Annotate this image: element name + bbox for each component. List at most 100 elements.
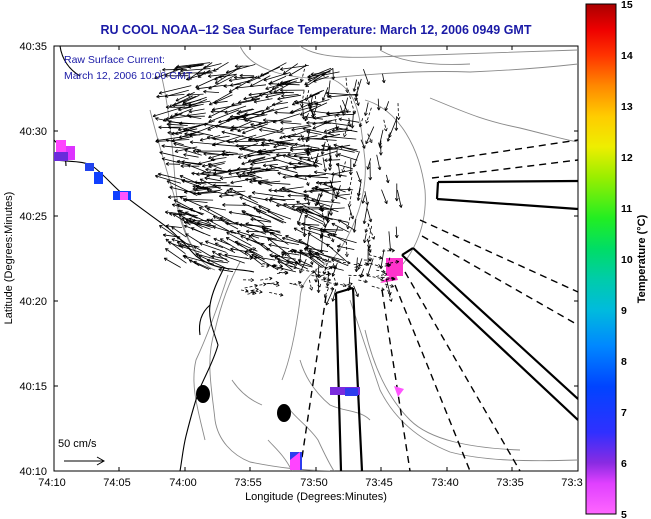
current-vector-head — [238, 100, 242, 103]
current-vector — [261, 225, 281, 234]
current-vector — [195, 185, 212, 191]
current-vector — [313, 76, 329, 82]
current-vector-head — [239, 196, 243, 200]
current-vector-head — [280, 80, 283, 84]
current-vector-head — [243, 157, 248, 159]
current-vector — [171, 226, 187, 238]
current-vector-head — [395, 260, 400, 262]
current-vector-head — [308, 105, 311, 110]
current-vector — [293, 250, 325, 260]
current-vector-head — [180, 164, 184, 167]
current-vector — [219, 174, 253, 179]
current-vector — [316, 181, 337, 184]
current-vector-head — [203, 153, 207, 156]
current-vector — [289, 266, 297, 269]
current-vector-head — [173, 199, 177, 203]
current-vector — [298, 239, 325, 255]
current-vector — [285, 235, 309, 246]
current-vector — [163, 234, 181, 238]
scale-arrow — [64, 456, 106, 466]
current-vector-head — [178, 107, 181, 111]
current-vector — [337, 245, 355, 250]
current-vector — [152, 106, 185, 117]
current-vector-head — [306, 202, 310, 206]
current-vector — [335, 113, 355, 116]
current-vector — [320, 266, 332, 269]
x-tick-label: 74:10 — [38, 477, 66, 489]
current-vector — [194, 181, 227, 184]
x-axis-ticks: 74:10 74:05 74:00 73:55 73:50 73:45 73:4… — [38, 46, 583, 489]
current-vector — [229, 230, 247, 237]
current-vector-head — [382, 269, 386, 273]
current-vector — [184, 198, 214, 201]
current-vector-head — [174, 65, 178, 69]
current-vector-head — [165, 163, 169, 166]
current-vector-head — [315, 182, 320, 185]
current-vector — [282, 154, 313, 166]
current-vector-head — [252, 291, 255, 295]
current-vector-head — [297, 162, 301, 166]
current-vector-head — [277, 98, 281, 101]
current-vector — [258, 205, 284, 221]
current-vector-head — [235, 87, 239, 90]
current-vector-head — [165, 118, 169, 121]
current-vector — [332, 187, 334, 203]
current-vector-head — [276, 205, 280, 208]
current-vector-head — [169, 104, 172, 108]
current-vector-head — [326, 218, 330, 222]
current-vector-head — [219, 216, 223, 219]
current-vector — [188, 99, 208, 107]
current-vector-head — [263, 230, 267, 234]
current-vector-head — [324, 260, 328, 263]
current-vector — [382, 250, 395, 252]
current-vector-head — [178, 73, 182, 76]
current-vector — [242, 108, 270, 118]
current-vector-head — [192, 188, 196, 191]
current-vector — [324, 135, 357, 140]
current-vector-head — [394, 198, 398, 202]
current-vector — [174, 146, 198, 152]
current-vector-head — [240, 114, 244, 118]
current-vector-head — [259, 289, 263, 293]
current-vector-head — [249, 170, 253, 173]
current-vector — [218, 253, 245, 264]
current-vector — [193, 246, 215, 259]
current-vector-head — [333, 266, 337, 270]
current-vector-head — [369, 244, 371, 249]
current-vector-head — [304, 247, 308, 250]
current-vector-head — [162, 234, 166, 238]
current-vector-head — [212, 109, 216, 112]
surface-current-vectors — [152, 61, 403, 306]
current-vector-head — [285, 235, 288, 239]
current-vector-head — [208, 163, 212, 165]
current-vector-head — [303, 198, 307, 201]
current-vector-head — [310, 115, 314, 118]
current-vector — [300, 102, 328, 116]
current-vector — [380, 277, 395, 282]
current-vector — [365, 107, 372, 124]
current-vector-head — [295, 208, 299, 212]
current-vector-head — [226, 72, 230, 74]
current-vector — [301, 269, 316, 273]
current-vector-head — [184, 149, 188, 151]
current-vector — [254, 256, 276, 261]
current-vector — [312, 120, 333, 130]
current-vector-head — [236, 172, 240, 174]
current-vector-head — [363, 239, 365, 243]
current-vector-head — [300, 78, 302, 83]
current-vector-head — [325, 258, 328, 262]
current-vector — [251, 234, 277, 240]
current-vector-head — [161, 145, 165, 148]
current-vector-head — [192, 185, 196, 189]
current-vector — [261, 106, 289, 114]
current-vector-head — [396, 116, 399, 120]
current-vector-head — [207, 74, 212, 77]
current-vector — [252, 192, 285, 198]
current-vector-head — [297, 221, 301, 225]
current-vector — [214, 125, 240, 131]
current-vector — [241, 210, 265, 226]
current-vector-head — [347, 187, 350, 192]
current-vector-head — [347, 123, 351, 128]
current-vector-head — [156, 96, 160, 99]
current-vector-head — [248, 235, 253, 237]
